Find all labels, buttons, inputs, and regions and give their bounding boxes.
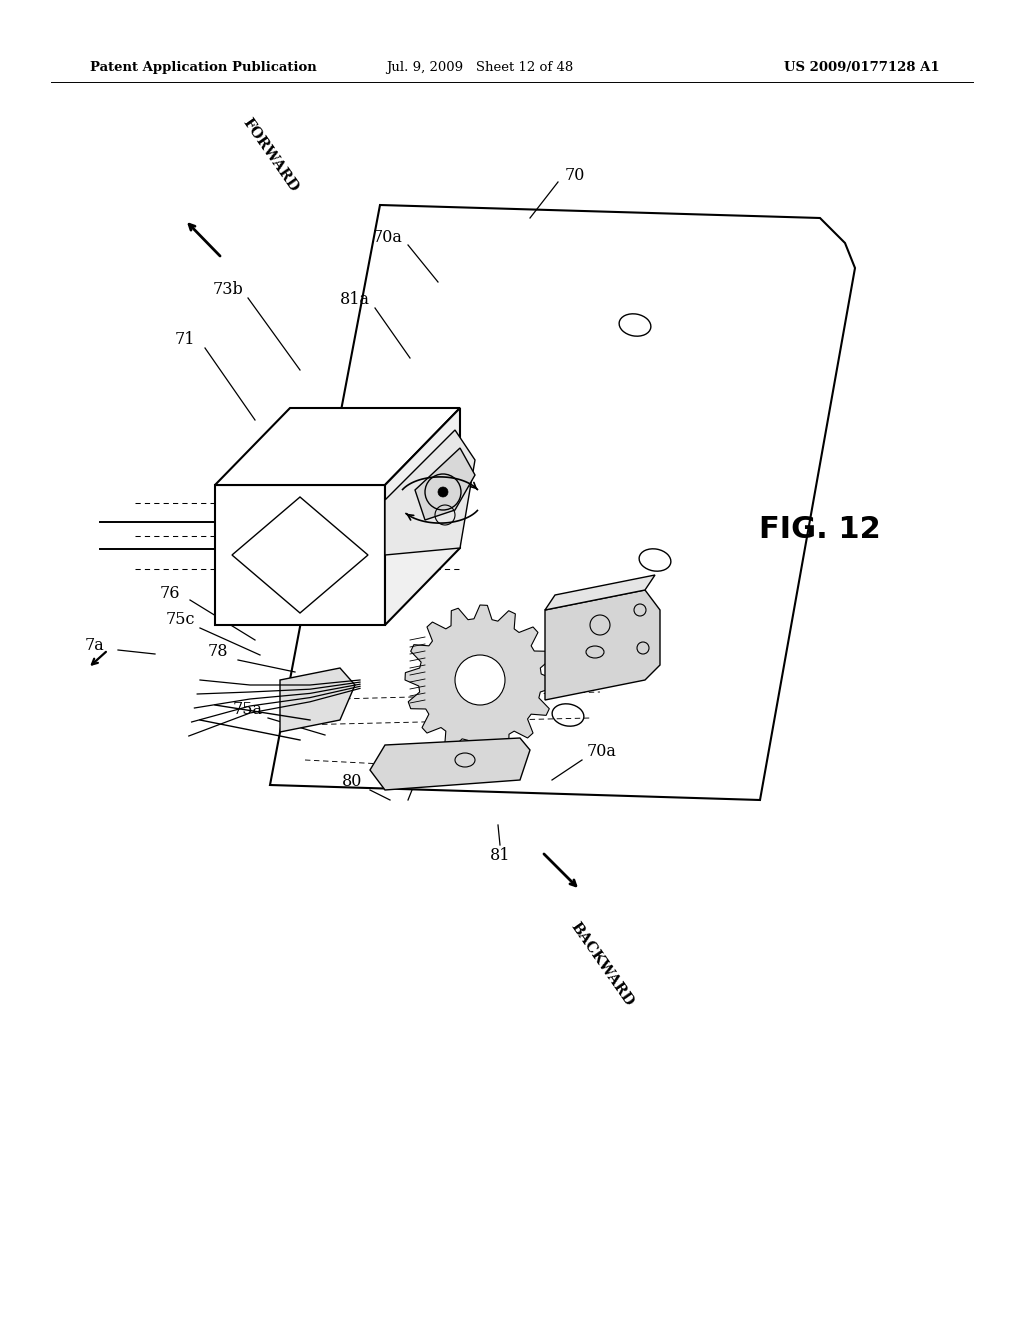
Polygon shape: [385, 430, 475, 554]
Text: 7a: 7a: [85, 636, 104, 653]
Polygon shape: [406, 605, 555, 755]
Text: 71: 71: [175, 331, 196, 348]
Text: 81a: 81a: [340, 292, 370, 309]
Polygon shape: [385, 408, 460, 624]
Polygon shape: [215, 484, 385, 624]
Text: 70a: 70a: [373, 230, 402, 247]
Text: 70a: 70a: [587, 743, 616, 760]
Text: 81: 81: [489, 846, 510, 863]
Text: Jul. 9, 2009   Sheet 12 of 48: Jul. 9, 2009 Sheet 12 of 48: [386, 62, 573, 74]
Text: US 2009/0177128 A1: US 2009/0177128 A1: [784, 62, 940, 74]
Polygon shape: [545, 576, 655, 610]
Text: FIG. 12: FIG. 12: [759, 516, 881, 544]
Circle shape: [455, 655, 505, 705]
Text: FORWARD: FORWARD: [240, 116, 300, 195]
Text: 78: 78: [208, 644, 228, 660]
Polygon shape: [370, 738, 530, 789]
Polygon shape: [215, 408, 460, 484]
Circle shape: [438, 487, 449, 498]
Text: 75a: 75a: [233, 701, 263, 718]
Text: 76: 76: [160, 585, 180, 602]
Polygon shape: [545, 590, 660, 700]
Text: BACKWARD: BACKWARD: [568, 920, 636, 1008]
Text: 80: 80: [342, 774, 362, 791]
Text: Patent Application Publication: Patent Application Publication: [90, 62, 316, 74]
Text: 75c: 75c: [165, 611, 195, 628]
Polygon shape: [415, 447, 475, 520]
Text: 70: 70: [565, 166, 585, 183]
Text: 79: 79: [420, 774, 440, 791]
Polygon shape: [280, 668, 355, 733]
Text: 73b: 73b: [213, 281, 244, 298]
